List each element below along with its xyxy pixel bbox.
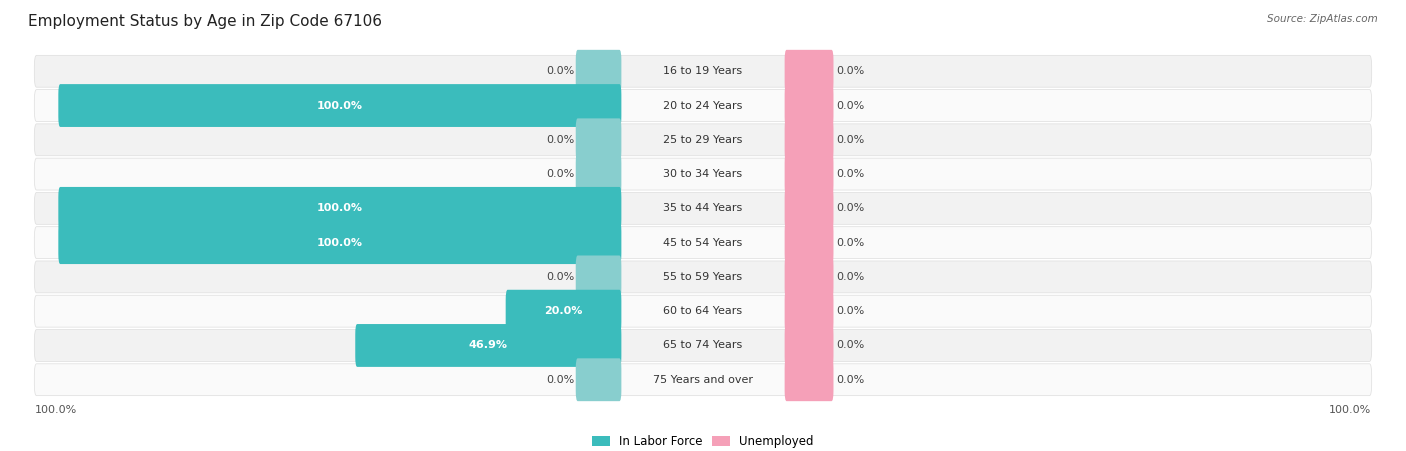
FancyBboxPatch shape bbox=[58, 84, 621, 127]
FancyBboxPatch shape bbox=[34, 261, 1372, 293]
Text: 0.0%: 0.0% bbox=[837, 238, 865, 248]
Text: 0.0%: 0.0% bbox=[837, 101, 865, 110]
FancyBboxPatch shape bbox=[34, 227, 1372, 258]
FancyBboxPatch shape bbox=[34, 295, 1372, 327]
Text: 35 to 44 Years: 35 to 44 Years bbox=[664, 203, 742, 213]
FancyBboxPatch shape bbox=[575, 152, 621, 195]
Text: 0.0%: 0.0% bbox=[837, 306, 865, 316]
FancyBboxPatch shape bbox=[506, 290, 621, 333]
Text: Source: ZipAtlas.com: Source: ZipAtlas.com bbox=[1267, 14, 1378, 23]
Text: 0.0%: 0.0% bbox=[546, 66, 575, 76]
FancyBboxPatch shape bbox=[34, 364, 1372, 396]
FancyBboxPatch shape bbox=[785, 187, 834, 230]
FancyBboxPatch shape bbox=[58, 221, 621, 264]
Text: 25 to 29 Years: 25 to 29 Years bbox=[664, 135, 742, 145]
FancyBboxPatch shape bbox=[785, 221, 834, 264]
Text: 0.0%: 0.0% bbox=[837, 375, 865, 385]
Text: 0.0%: 0.0% bbox=[837, 341, 865, 350]
Text: 100.0%: 100.0% bbox=[316, 203, 363, 213]
Text: 46.9%: 46.9% bbox=[468, 341, 508, 350]
Text: 0.0%: 0.0% bbox=[837, 135, 865, 145]
Text: 0.0%: 0.0% bbox=[546, 272, 575, 282]
Text: Employment Status by Age in Zip Code 67106: Employment Status by Age in Zip Code 671… bbox=[28, 14, 382, 28]
Text: 0.0%: 0.0% bbox=[837, 169, 865, 179]
Text: 100.0%: 100.0% bbox=[1329, 405, 1371, 415]
FancyBboxPatch shape bbox=[575, 255, 621, 299]
FancyBboxPatch shape bbox=[34, 124, 1372, 156]
FancyBboxPatch shape bbox=[575, 118, 621, 161]
Text: 100.0%: 100.0% bbox=[35, 405, 77, 415]
Text: 45 to 54 Years: 45 to 54 Years bbox=[664, 238, 742, 248]
Text: 20.0%: 20.0% bbox=[544, 306, 582, 316]
FancyBboxPatch shape bbox=[785, 358, 834, 401]
Text: 0.0%: 0.0% bbox=[837, 66, 865, 76]
FancyBboxPatch shape bbox=[575, 358, 621, 401]
FancyBboxPatch shape bbox=[785, 50, 834, 93]
FancyBboxPatch shape bbox=[34, 55, 1372, 87]
FancyBboxPatch shape bbox=[575, 50, 621, 93]
FancyBboxPatch shape bbox=[34, 90, 1372, 121]
FancyBboxPatch shape bbox=[785, 324, 834, 367]
FancyBboxPatch shape bbox=[58, 187, 621, 230]
FancyBboxPatch shape bbox=[785, 84, 834, 127]
Text: 20 to 24 Years: 20 to 24 Years bbox=[664, 101, 742, 110]
Legend: In Labor Force, Unemployed: In Labor Force, Unemployed bbox=[588, 430, 818, 451]
Text: 16 to 19 Years: 16 to 19 Years bbox=[664, 66, 742, 76]
FancyBboxPatch shape bbox=[34, 193, 1372, 224]
Text: 0.0%: 0.0% bbox=[837, 272, 865, 282]
FancyBboxPatch shape bbox=[356, 324, 621, 367]
Text: 55 to 59 Years: 55 to 59 Years bbox=[664, 272, 742, 282]
FancyBboxPatch shape bbox=[34, 330, 1372, 361]
Text: 65 to 74 Years: 65 to 74 Years bbox=[664, 341, 742, 350]
FancyBboxPatch shape bbox=[785, 118, 834, 161]
FancyBboxPatch shape bbox=[785, 290, 834, 333]
Text: 100.0%: 100.0% bbox=[316, 101, 363, 110]
Text: 30 to 34 Years: 30 to 34 Years bbox=[664, 169, 742, 179]
Text: 0.0%: 0.0% bbox=[837, 203, 865, 213]
Text: 100.0%: 100.0% bbox=[316, 238, 363, 248]
Text: 75 Years and over: 75 Years and over bbox=[652, 375, 754, 385]
Text: 0.0%: 0.0% bbox=[546, 375, 575, 385]
Text: 0.0%: 0.0% bbox=[546, 169, 575, 179]
FancyBboxPatch shape bbox=[785, 152, 834, 195]
FancyBboxPatch shape bbox=[785, 255, 834, 299]
FancyBboxPatch shape bbox=[34, 158, 1372, 190]
Text: 60 to 64 Years: 60 to 64 Years bbox=[664, 306, 742, 316]
Text: 0.0%: 0.0% bbox=[546, 135, 575, 145]
